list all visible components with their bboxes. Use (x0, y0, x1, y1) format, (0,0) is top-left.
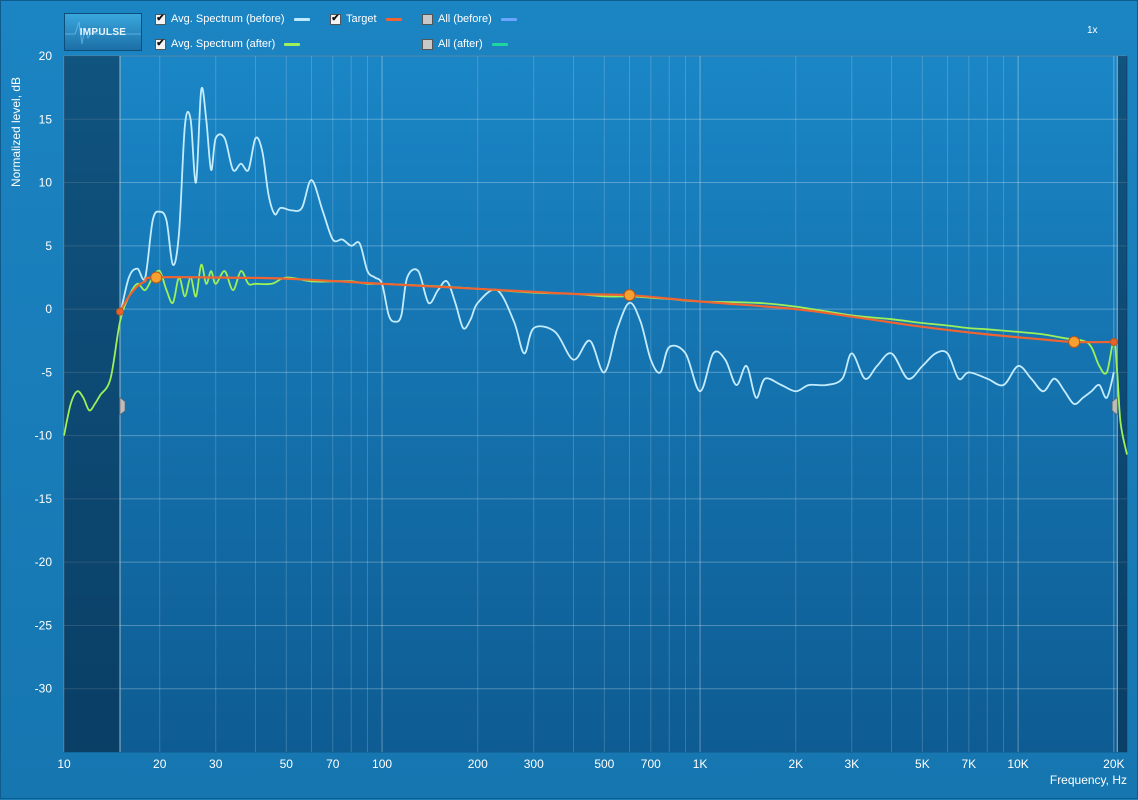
legend-avg-before-label: Avg. Spectrum (before) (171, 13, 285, 25)
x-tick-label: 100 (372, 757, 392, 771)
target-control-point[interactable] (623, 289, 636, 302)
legend-avg-before-swatch (293, 17, 310, 21)
x-tick-labels: 10 20 30 50 70 100 200 300 500 700 1K 2K 3K 5K 7K 10K 20… (57, 757, 1124, 771)
target-control-point[interactable] (1109, 337, 1118, 346)
x-tick-label: 500 (594, 757, 614, 771)
checkbox-avg-before[interactable]: ✔ (155, 13, 166, 25)
checkbox-all-before[interactable] (422, 13, 433, 25)
toolbar: IMPULSE ✔ Avg. Spectrum (before) ✔ Targe… (1, 1, 1138, 56)
x-tick-label: 10K (1007, 757, 1028, 771)
legend-all-before-swatch (500, 17, 517, 21)
y-tick-label: -30 (35, 682, 53, 696)
x-tick-label: 700 (641, 757, 661, 771)
target-control-point[interactable] (150, 271, 163, 284)
x-tick-label: 30 (209, 757, 223, 771)
y-tick-label: 10 (39, 176, 53, 190)
excluded-bands (64, 56, 1127, 752)
x-tick-label: 70 (326, 757, 340, 771)
x-tick-label: 1K (693, 757, 708, 771)
legend-avg-before[interactable]: ✔ Avg. Spectrum (before) (155, 11, 310, 27)
legend-all-after-swatch (491, 42, 508, 46)
checkbox-all-after[interactable] (422, 38, 433, 50)
legend-target-label: Target (346, 13, 377, 25)
y-tick-label: -5 (41, 365, 52, 379)
target-control-point[interactable] (1068, 335, 1081, 348)
y-tick-label: 20 (39, 49, 53, 63)
x-tick-label: 3K (844, 757, 859, 771)
x-tick-label: 7K (961, 757, 976, 771)
high-band-handle (1111, 397, 1118, 416)
zoom-label[interactable]: 1x (1087, 25, 1098, 36)
y-tick-label: 15 (39, 112, 53, 126)
legend-all-before[interactable]: All (before) (422, 11, 517, 27)
y-axis-label: Normalized level, dB (9, 77, 23, 187)
legend-target[interactable]: ✔ Target (330, 11, 402, 27)
checkbox-target[interactable]: ✔ (330, 13, 341, 25)
x-tick-label: 300 (524, 757, 544, 771)
x-tick-label: 20K (1103, 757, 1124, 771)
legend-all-before-label: All (before) (438, 13, 492, 25)
legend-avg-after-swatch (284, 42, 301, 46)
x-tick-label: 10 (57, 757, 71, 771)
target-control-point[interactable] (116, 307, 125, 316)
x-tick-label: 200 (468, 757, 488, 771)
x-tick-label: 50 (280, 757, 294, 771)
x-tick-label: 20 (153, 757, 167, 771)
low-band-handle (119, 397, 126, 416)
series (63, 86, 1128, 455)
low-excluded-band (64, 56, 121, 752)
high-excluded-band (1117, 56, 1127, 752)
x-tick-label: 2K (788, 757, 803, 771)
y-tick-label: -20 (35, 555, 53, 569)
impulse-label: IMPULSE (79, 26, 127, 38)
plot-area (63, 55, 1128, 753)
impulse-button[interactable]: IMPULSE (64, 13, 142, 51)
grid (63, 55, 1127, 752)
legend-avg-after[interactable]: ✔ Avg. Spectrum (after) (155, 36, 301, 52)
y-tick-label: -10 (35, 429, 53, 443)
legend-all-after[interactable]: All (after) (422, 36, 508, 52)
x-axis-label: Frequency, Hz (1050, 773, 1127, 787)
target-control-points[interactable] (116, 271, 1118, 348)
legend-avg-after-label: Avg. Spectrum (after) (171, 38, 276, 50)
legend-all-after-label: All (after) (438, 38, 483, 50)
y-tick-label: -25 (35, 618, 53, 632)
impulse-wave-icon (65, 21, 141, 45)
y-tick-label: 0 (45, 302, 52, 316)
y-tick-label: -15 (35, 492, 53, 506)
legend-target-swatch (385, 17, 402, 21)
y-tick-label: 5 (45, 239, 52, 253)
x-tick-label: 5K (915, 757, 930, 771)
checkbox-avg-after[interactable]: ✔ (155, 38, 166, 50)
series-avg-before-line (119, 86, 1115, 406)
series-target-line (119, 276, 1114, 344)
y-tick-labels: 20 15 10 5 0 -5 -10 -15 -20 -25 -30 (35, 49, 53, 696)
